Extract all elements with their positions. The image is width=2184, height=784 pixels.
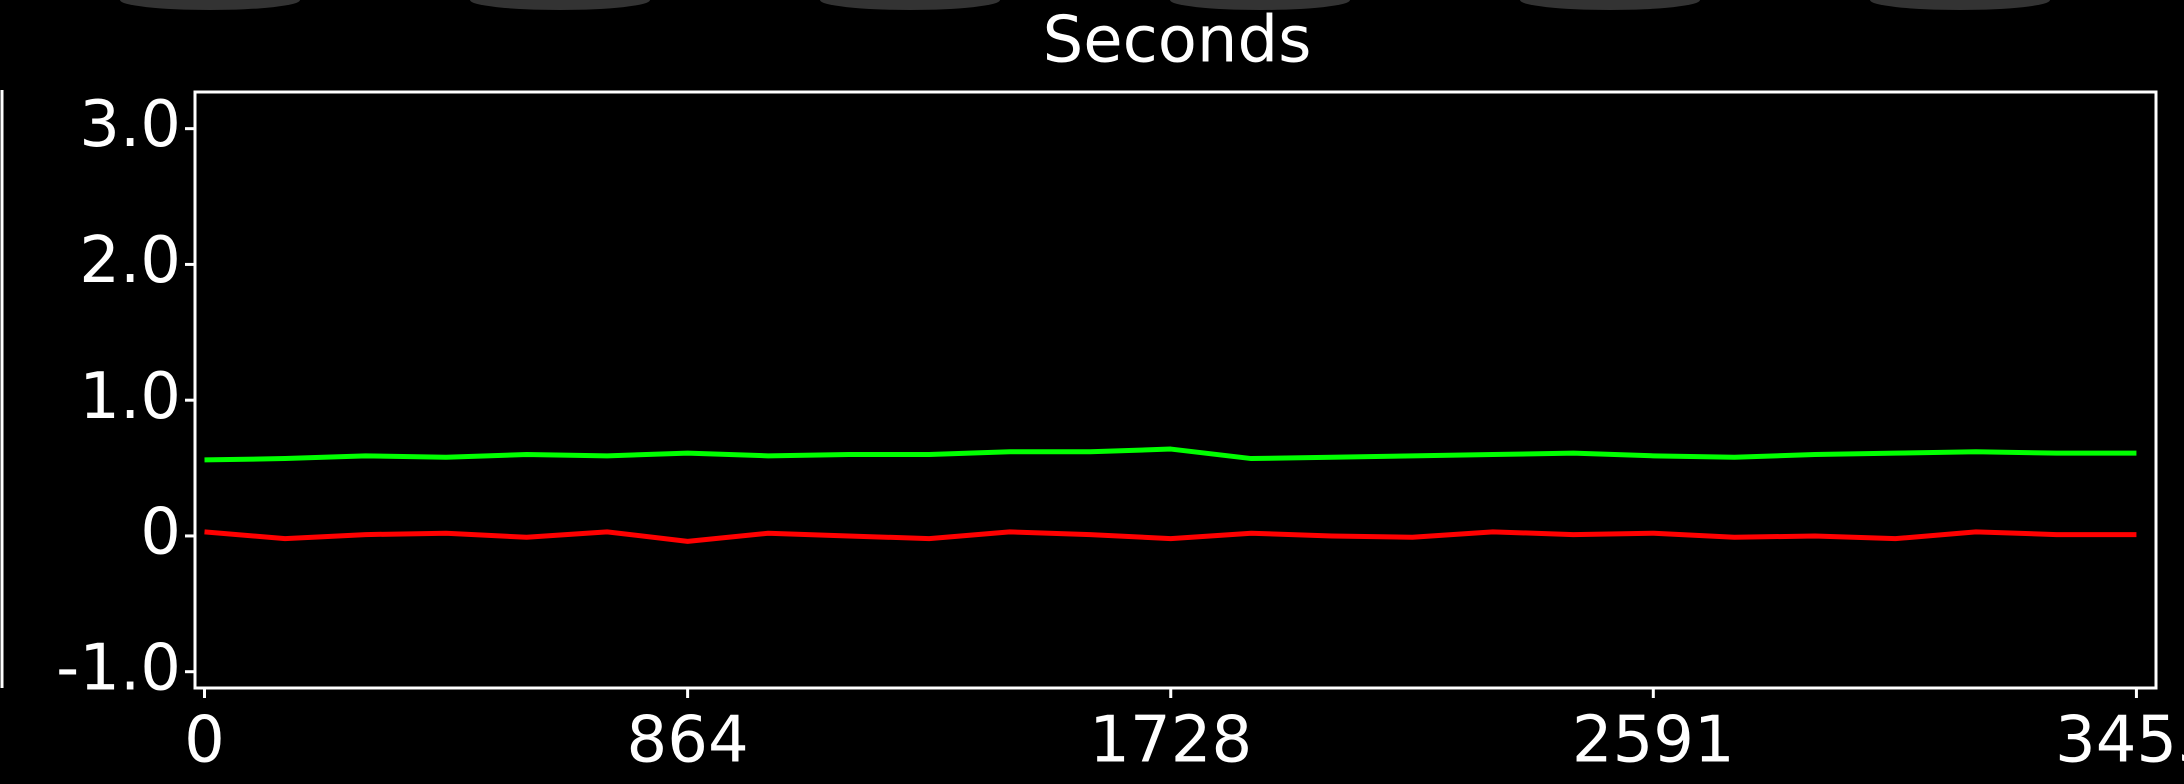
plot-frame — [193, 90, 2158, 690]
y-tick-label: 3.0 — [79, 88, 181, 162]
thumbnail — [1870, 0, 2050, 10]
x-tick-label: 864 — [627, 704, 749, 778]
thumbnail — [1520, 0, 1700, 10]
series-line — [204, 529, 2137, 544]
y-tick-label: 1.0 — [79, 360, 181, 434]
x-tick-label: 1728 — [1089, 704, 1252, 778]
y-tick-label: -1.0 — [56, 631, 181, 705]
chart-title: Seconds — [1043, 4, 1312, 78]
thumbnail — [120, 0, 300, 10]
thumbnail — [820, 0, 1000, 10]
x-tick-label: 2591 — [1572, 704, 1735, 778]
y-tick-label: 0 — [140, 496, 181, 570]
thumbnail — [1170, 0, 1350, 10]
y-tick-label: 2.0 — [79, 224, 181, 298]
x-tick-label: 0 — [184, 704, 225, 778]
thumbnail — [470, 0, 650, 10]
x-tick-label: 3455 — [2055, 704, 2184, 778]
series-line — [204, 446, 2137, 463]
thumbnail-strip — [120, 0, 2050, 10]
